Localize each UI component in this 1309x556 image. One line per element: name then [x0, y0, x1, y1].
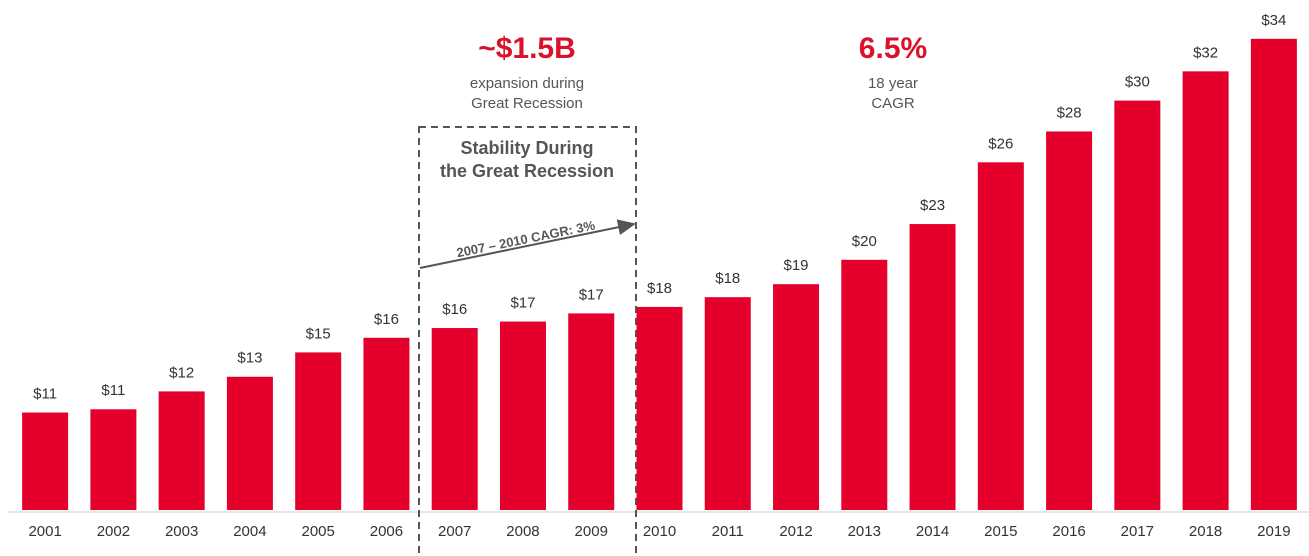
value-label: $19 — [784, 257, 809, 274]
value-label: $26 — [988, 135, 1013, 152]
bar — [158, 391, 205, 510]
x-tick-label: 2011 — [712, 523, 744, 540]
bar — [909, 224, 956, 511]
bar — [22, 412, 69, 510]
bar — [226, 376, 273, 510]
bar — [499, 321, 546, 510]
x-tick-label: 2018 — [1189, 523, 1222, 540]
bar — [841, 259, 888, 510]
x-tick-label: 2005 — [301, 523, 334, 540]
x-tick-label: 2001 — [28, 523, 61, 540]
annotation-text: expansion during — [470, 75, 584, 92]
annotation-value: 6.5% — [859, 32, 927, 65]
x-tick-label: 2015 — [984, 523, 1017, 540]
annotation-text: CAGR — [871, 95, 915, 112]
bar — [636, 306, 683, 510]
value-label: $15 — [306, 325, 331, 342]
x-tick-label: 2003 — [165, 523, 198, 540]
bar — [773, 284, 820, 510]
value-label: $17 — [510, 295, 535, 312]
value-label: $11 — [101, 382, 125, 399]
arrow — [419, 219, 636, 269]
x-tick-label: 2002 — [97, 523, 130, 540]
value-label: $18 — [715, 270, 740, 287]
box-title: the Great Recession — [440, 161, 614, 181]
x-tick-label: 2006 — [370, 523, 403, 540]
value-label: $17 — [579, 286, 604, 303]
bar — [1250, 38, 1297, 510]
value-label: $13 — [237, 350, 262, 367]
value-label: $34 — [1261, 12, 1286, 29]
bar — [704, 297, 751, 510]
bar — [568, 313, 615, 510]
value-label: $20 — [852, 233, 877, 250]
annotation-text: Great Recession — [471, 95, 583, 112]
value-label: $28 — [1057, 104, 1082, 121]
value-label: $32 — [1193, 44, 1218, 61]
bar — [90, 409, 137, 510]
x-tick-label: 2019 — [1257, 523, 1290, 540]
x-tick-label: 2009 — [575, 523, 608, 540]
value-label: $23 — [920, 197, 945, 214]
x-tick-label: 2016 — [1052, 523, 1085, 540]
x-tick-label: 2004 — [233, 523, 266, 540]
x-tick-label: 2014 — [916, 523, 949, 540]
arrow-label: 2007 – 2010 CAGR: 3% — [455, 217, 597, 260]
highlight-box — [418, 126, 637, 556]
x-tick-label: 2008 — [506, 523, 539, 540]
value-label: $12 — [169, 364, 194, 381]
annotation-value: ~$1.5B — [478, 32, 576, 65]
x-tick-label: 2007 — [438, 523, 471, 540]
x-tick-label: 2017 — [1121, 523, 1154, 540]
value-label: $16 — [442, 301, 467, 318]
x-tick-label: 2013 — [848, 523, 881, 540]
bar — [295, 352, 342, 510]
annotation-text: 18 year — [868, 75, 918, 92]
bar — [1046, 131, 1093, 510]
bar — [1182, 71, 1229, 510]
bar — [431, 328, 478, 510]
value-label: $30 — [1125, 74, 1150, 91]
bar — [977, 162, 1024, 510]
x-tick-label: 2012 — [779, 523, 812, 540]
value-label: $16 — [374, 311, 399, 328]
value-label: $18 — [647, 280, 672, 297]
x-tick-label: 2010 — [643, 523, 676, 540]
value-label: $11 — [33, 385, 57, 402]
bar — [363, 337, 410, 510]
bar — [1114, 100, 1161, 511]
box-title: Stability During — [460, 138, 593, 158]
